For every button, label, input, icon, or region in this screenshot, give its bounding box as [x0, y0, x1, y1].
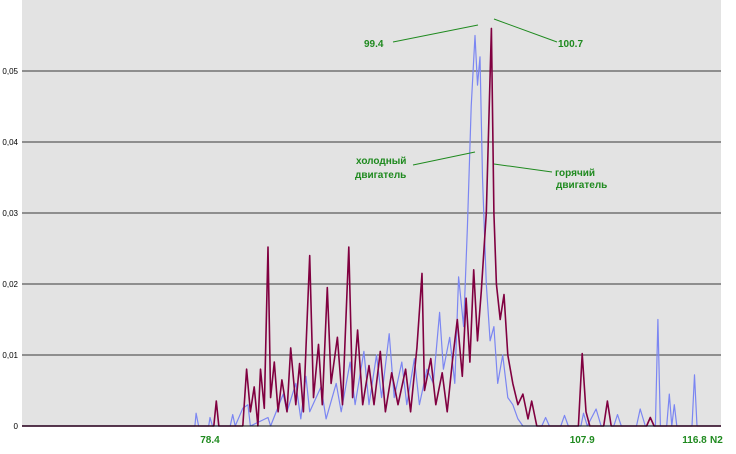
y-tick-label: 0 [14, 422, 19, 431]
annotations: 99.4 100.7 холодный двигатель горячий дв… [355, 18, 607, 191]
annotation-arrow-hot [493, 163, 553, 173]
grid-lines [22, 70, 721, 356]
x-axis-ticks: 78.4 107.9 116.8 [200, 435, 707, 446]
x-axis-label: N2 [710, 435, 723, 446]
x-tick-label: 78.4 [200, 435, 220, 446]
annotation-arrow-peak-left [392, 24, 479, 43]
annotation-hot-line1: горячий [555, 168, 595, 179]
y-tick-label: 0,03 [2, 209, 18, 218]
annotation-cold-line1: холодный [356, 156, 406, 167]
y-tick-label: 0,02 [2, 280, 18, 289]
annotation-arrow-cold [412, 151, 476, 166]
annotation-hot-line2: двигатель [556, 180, 607, 191]
annotation-peak-right: 100.7 [558, 39, 583, 50]
y-tick-label: 0,05 [2, 67, 18, 76]
y-tick-label: 0,01 [2, 351, 18, 360]
y-axis-ticks: 0 0,01 0,02 0,03 0,04 0,05 [2, 67, 18, 431]
annotation-arrow-peak-right [493, 18, 558, 43]
x-tick-label: 107.9 [570, 435, 595, 446]
annotation-cold-line2: двигатель [355, 170, 406, 181]
y-tick-label: 0,04 [2, 138, 18, 147]
annotation-peak-left: 99.4 [364, 39, 384, 50]
x-tick-label: 116.8 [682, 435, 707, 446]
series-hot-engine-line [22, 27, 721, 427]
